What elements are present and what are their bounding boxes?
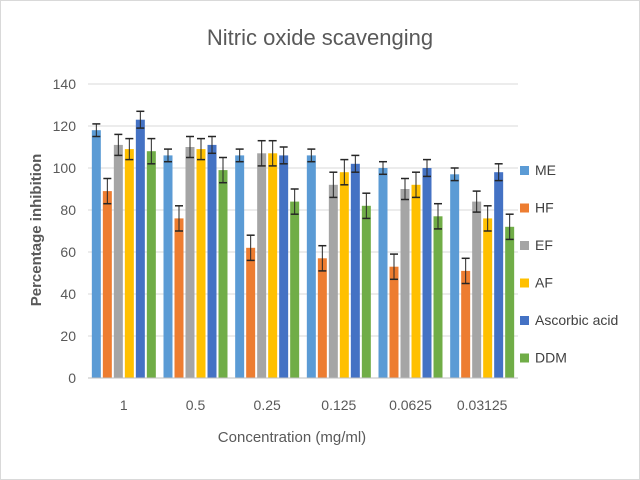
legend-label: AF — [535, 275, 553, 291]
y-tick-label: 120 — [53, 118, 77, 134]
bar — [361, 205, 371, 378]
bar — [218, 170, 228, 378]
y-axis-ticks: 0 20 40 60 80 100 120 140 — [53, 76, 77, 386]
bar — [279, 155, 289, 378]
legend-swatch — [520, 241, 529, 250]
x-axis-title: Concentration (mg/ml) — [218, 429, 366, 446]
bar — [146, 151, 156, 378]
x-tick-label: 0.125 — [321, 397, 356, 413]
y-tick-label: 60 — [60, 244, 76, 260]
x-tick-label: 0.0625 — [389, 397, 432, 413]
y-tick-label: 0 — [68, 370, 76, 386]
bar — [328, 184, 338, 378]
y-tick-label: 140 — [53, 76, 77, 92]
bar — [207, 144, 217, 378]
y-tick-label: 80 — [60, 202, 76, 218]
bar — [422, 168, 432, 378]
bar — [317, 258, 327, 378]
bar — [494, 172, 504, 378]
legend-label: Ascorbic acid — [535, 312, 618, 328]
bar — [339, 172, 349, 378]
bar — [257, 153, 267, 378]
legend: ME HF EF AF Ascorbic acid DDM — [520, 162, 618, 366]
chart-title: Nitric oxide scavenging — [207, 25, 433, 50]
y-tick-label: 40 — [60, 286, 76, 302]
legend-swatch — [520, 316, 529, 325]
bar — [483, 218, 493, 378]
x-tick-label: 1 — [120, 397, 128, 413]
bar — [113, 144, 123, 378]
bar — [389, 266, 399, 378]
bars — [91, 119, 515, 378]
y-axis-title: Percentage inhibition — [28, 154, 45, 307]
x-tick-label: 0.03125 — [457, 397, 508, 413]
bar — [461, 270, 471, 378]
legend-swatch — [520, 166, 529, 175]
bar — [135, 119, 145, 378]
gridlines — [88, 83, 518, 337]
x-axis-ticks: 1 0.5 0.25 0.125 0.0625 0.03125 — [120, 397, 508, 413]
bar — [433, 216, 443, 378]
bar — [185, 147, 195, 378]
bar — [400, 189, 410, 378]
error-bars — [92, 110, 514, 285]
legend-swatch — [520, 353, 529, 363]
bar — [268, 153, 278, 378]
bar — [196, 149, 206, 378]
bar — [472, 201, 482, 378]
legend-label: HF — [535, 200, 554, 216]
bar — [450, 174, 460, 378]
bar — [246, 247, 256, 378]
bar — [91, 130, 101, 378]
bar — [350, 163, 360, 378]
x-tick-label: 0.25 — [254, 397, 281, 413]
x-tick-label: 0.5 — [186, 397, 206, 413]
bar — [411, 184, 421, 378]
legend-label: EF — [535, 237, 553, 253]
legend-swatch — [520, 203, 529, 213]
y-tick-label: 20 — [60, 328, 76, 344]
legend-label: ME — [535, 162, 556, 178]
legend-label: DDM — [535, 350, 567, 366]
bar — [163, 155, 173, 378]
y-tick-label: 100 — [53, 160, 77, 176]
bar — [306, 155, 316, 378]
bar — [505, 226, 515, 378]
bar — [290, 201, 300, 378]
bar — [102, 191, 112, 378]
bar — [378, 168, 388, 378]
bar — [235, 155, 245, 378]
legend-swatch — [520, 278, 529, 288]
bar — [174, 218, 184, 378]
bar — [124, 149, 134, 378]
